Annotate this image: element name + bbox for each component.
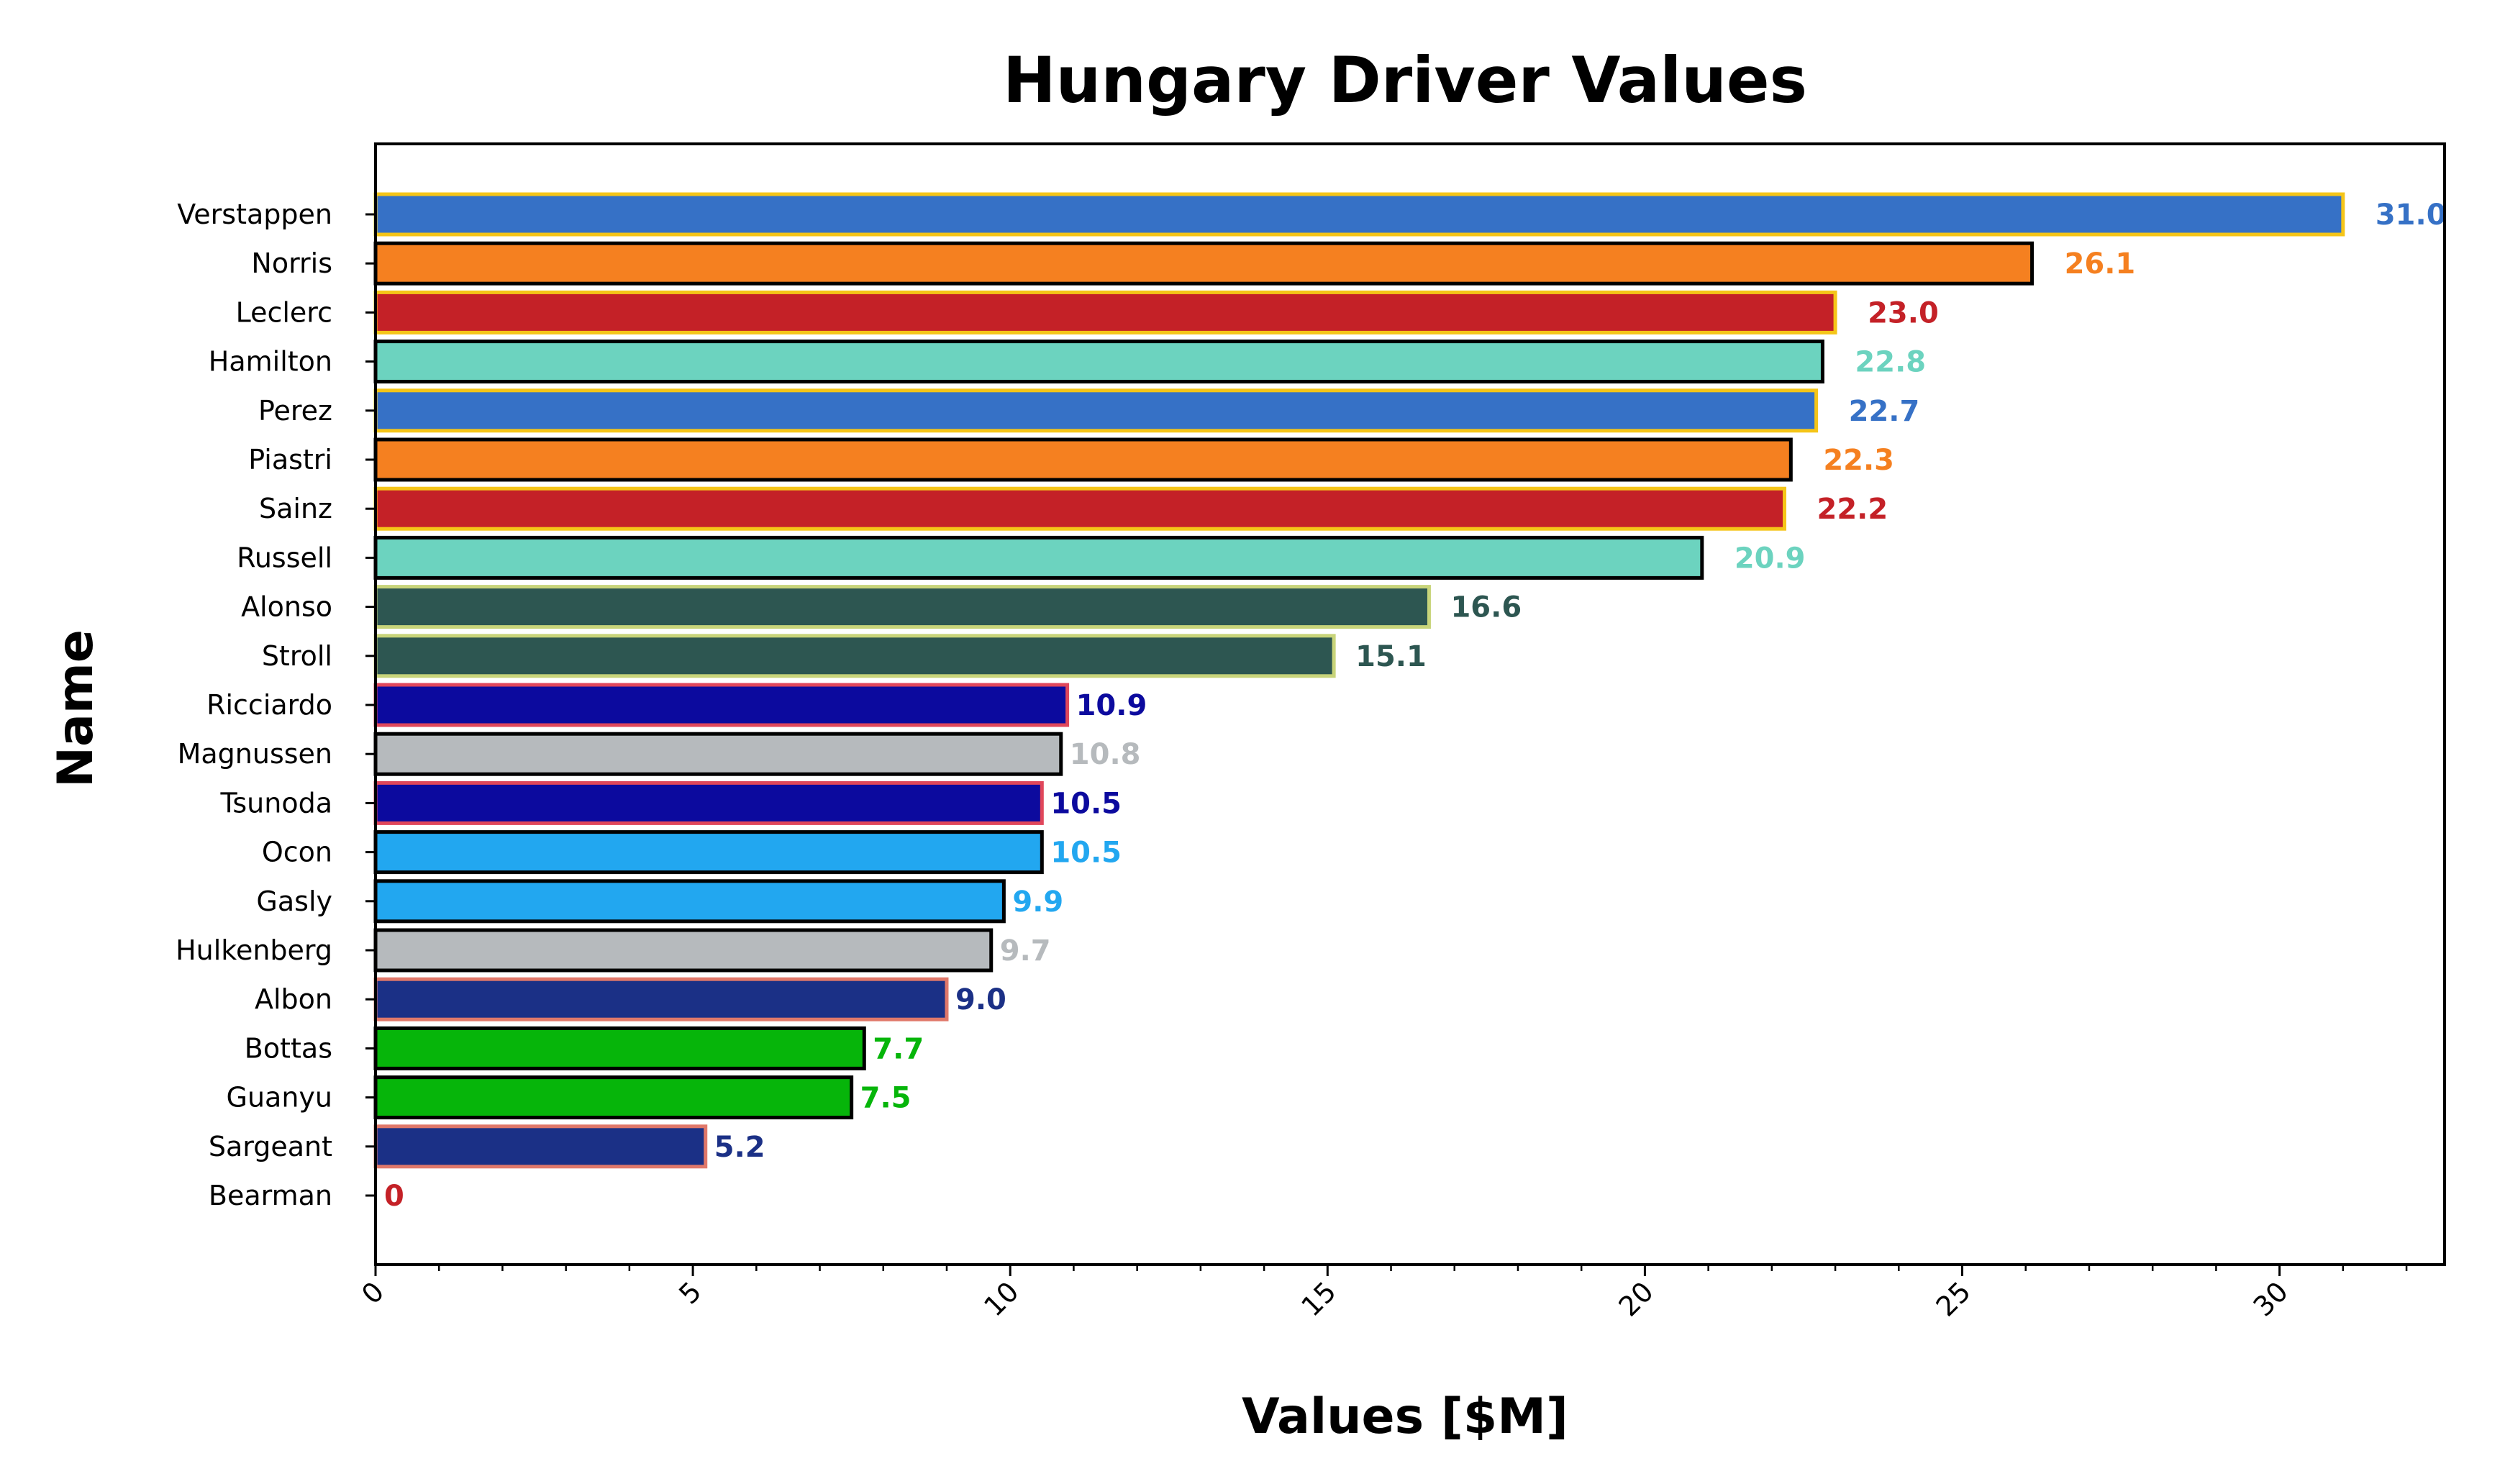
bar-hulkenberg — [373, 928, 994, 973]
y-axis-label: Name — [47, 629, 104, 788]
value-label: 9.7 — [1000, 934, 1051, 968]
value-label: 10.9 — [1076, 689, 1147, 722]
y-tick-label: Sargeant — [209, 1131, 332, 1162]
value-label: 15.1 — [1355, 640, 1427, 673]
y-tick-label: Piastri — [248, 444, 332, 475]
value-label: 7.7 — [873, 1032, 924, 1065]
bar-piastri — [373, 437, 1793, 482]
bar-sargeant — [373, 1124, 708, 1169]
y-tick-label: Leclerc — [236, 296, 332, 328]
bar-hamilton — [373, 340, 1824, 384]
bar-bottas — [373, 1026, 866, 1070]
value-label: 22.3 — [1823, 444, 1894, 477]
bar-norris — [373, 241, 2035, 286]
x-axis-label: Values [$M] — [1242, 1388, 1568, 1445]
y-tick-label: Alonso — [241, 591, 332, 623]
y-tick-label: Perez — [258, 395, 332, 427]
value-label: 23.0 — [1868, 296, 1939, 329]
value-label: 22.2 — [1817, 493, 1888, 526]
bar-magnussen — [373, 732, 1063, 776]
y-tick-label: Bottas — [245, 1032, 332, 1064]
plot-frame — [374, 142, 2446, 1266]
y-tick-label: Albon — [255, 983, 332, 1015]
y-tick-label: Magnussen — [178, 738, 332, 770]
y-tick-label: Guanyu — [227, 1082, 332, 1114]
y-tick-label: Ocon — [262, 837, 332, 868]
y-tick-label: Hulkenberg — [176, 934, 332, 966]
value-label: 9.9 — [1012, 886, 1063, 919]
value-label: 20.9 — [1735, 542, 1806, 575]
y-tick-label: Hamilton — [209, 346, 332, 378]
y-tick-label: Norris — [251, 247, 332, 279]
bar-verstappen — [373, 192, 2345, 237]
bar-tsunoda — [373, 780, 1044, 825]
y-tick-label: Russell — [237, 542, 332, 573]
y-tick-label: Ricciardo — [206, 689, 332, 721]
value-label: 26.1 — [2065, 247, 2136, 281]
bar-stroll — [373, 634, 1336, 678]
value-label: 22.8 — [1855, 346, 1926, 379]
value-label: 0 — [384, 1180, 404, 1213]
bar-albon — [373, 977, 949, 1021]
bar-gasly — [373, 879, 1006, 924]
y-tick-label: Stroll — [262, 640, 332, 672]
value-label: 9.0 — [955, 983, 1006, 1016]
bar-ricciardo — [373, 683, 1070, 727]
value-label: 5.2 — [714, 1131, 765, 1164]
value-label: 22.7 — [1849, 395, 1920, 428]
bar-alonso — [373, 585, 1431, 629]
y-tick-label: Verstappen — [177, 199, 332, 230]
value-label: 31.0 — [2376, 199, 2447, 232]
y-tick-label: Sainz — [259, 493, 332, 524]
value-label: 10.8 — [1070, 738, 1141, 771]
bar-russell — [373, 535, 1704, 580]
value-label: 10.5 — [1050, 787, 1122, 820]
y-tick-label: Tsunoda — [219, 787, 332, 819]
value-label: 10.5 — [1050, 837, 1122, 870]
bar-perez — [373, 388, 1819, 433]
bar-ocon — [373, 830, 1044, 875]
value-label: 7.5 — [860, 1082, 911, 1115]
value-label: 16.6 — [1450, 591, 1522, 624]
bar-guanyu — [373, 1075, 854, 1120]
bar-leclerc — [373, 290, 1837, 334]
y-tick-label: Gasly — [256, 886, 332, 917]
chart-title: Hungary Driver Values — [1003, 43, 1807, 117]
bar-sainz — [373, 486, 1787, 531]
y-tick-label: Bearman — [209, 1180, 332, 1211]
